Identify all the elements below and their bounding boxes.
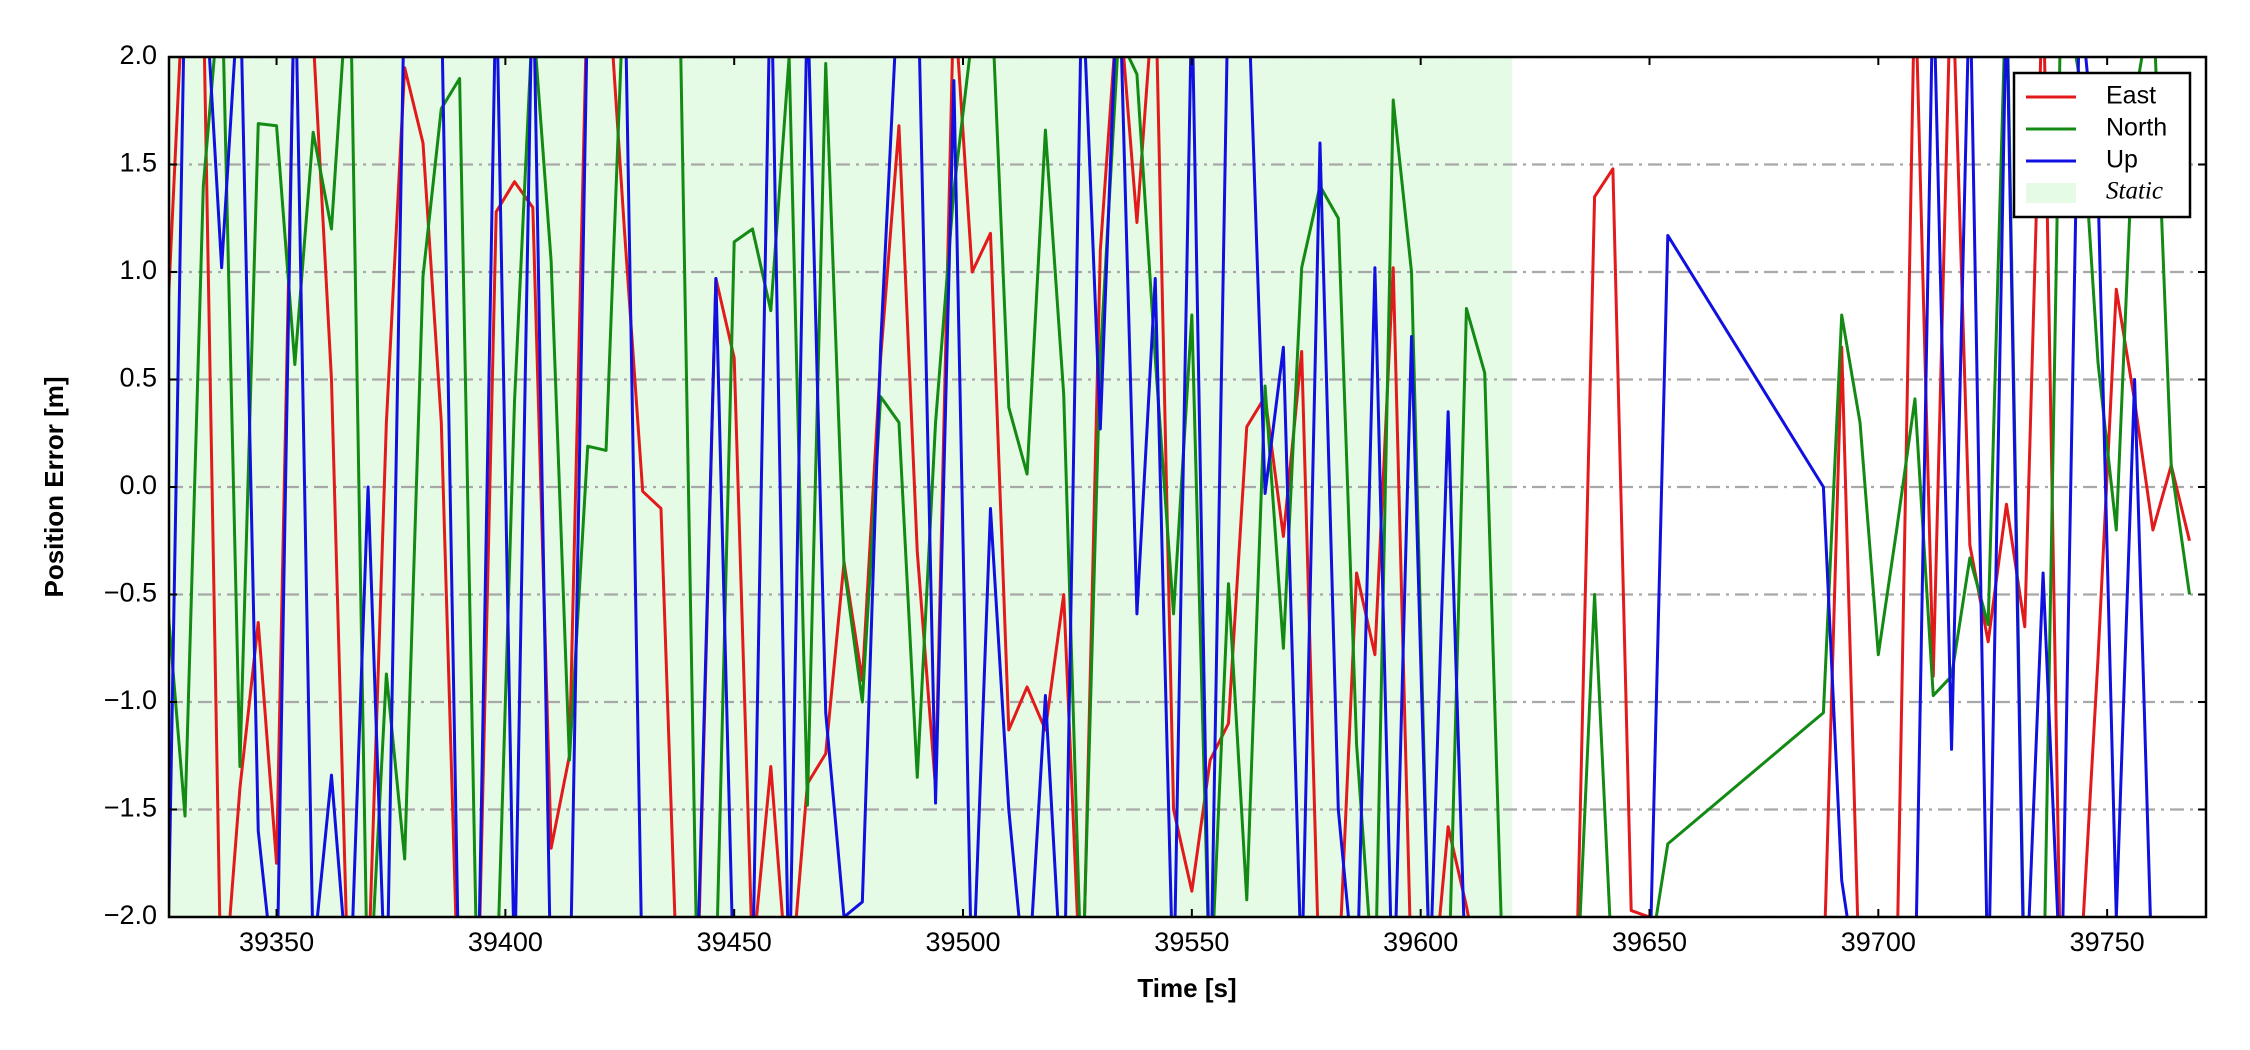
x-tick-label: 39750 — [2070, 927, 2145, 957]
y-tick-label: 0.5 — [119, 363, 157, 393]
y-tick-label: −0.5 — [104, 578, 157, 608]
legend-label: East — [2106, 82, 2156, 110]
y-tick-label: 2.0 — [119, 40, 157, 70]
x-tick-label: 39400 — [468, 927, 543, 957]
y-tick-label: −1.0 — [104, 685, 157, 715]
plot-frame — [167, 55, 2208, 919]
y-tick-label: 0.0 — [119, 470, 157, 500]
y-tick-label: −1.5 — [104, 793, 157, 823]
y-tick-label: −2.0 — [104, 900, 157, 930]
x-tick-label: 39500 — [925, 927, 1000, 957]
y-axis-label: Position Error [m] — [39, 376, 69, 597]
x-axis-label: Time [s] — [1137, 973, 1236, 1003]
legend-label: North — [2106, 114, 2167, 142]
x-tick-label: 39450 — [697, 927, 772, 957]
legend-swatch — [2026, 183, 2076, 203]
legend: East North Up Static — [2012, 71, 2192, 219]
x-tick-label: 39650 — [1612, 927, 1687, 957]
legend-label: Static — [2106, 178, 2163, 205]
x-tick-label: 39700 — [1841, 927, 1916, 957]
plot-area — [169, 57, 2206, 917]
x-tick-label: 39600 — [1383, 927, 1458, 957]
legend-label: Up — [2106, 146, 2138, 174]
y-tick-label: 1.5 — [119, 148, 157, 178]
series-line — [169, 57, 2152, 917]
x-tick-label: 39550 — [1154, 927, 1229, 957]
y-tick-label: 1.0 — [119, 255, 157, 285]
x-tick-label: 39350 — [239, 927, 314, 957]
